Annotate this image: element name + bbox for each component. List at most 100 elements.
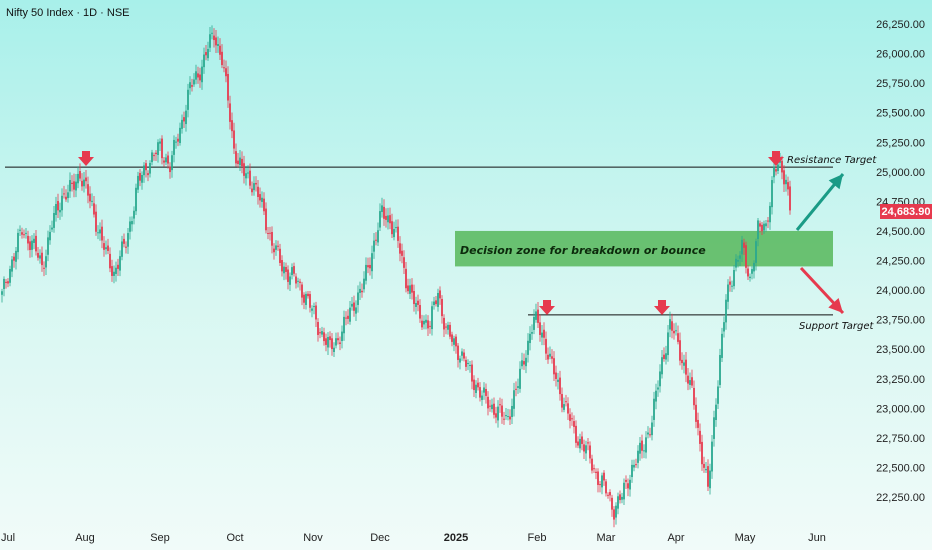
candle-body bbox=[49, 231, 51, 241]
candle-body bbox=[591, 458, 593, 471]
candle-body bbox=[85, 177, 87, 182]
candle-body bbox=[771, 180, 773, 208]
candle-body bbox=[523, 361, 525, 365]
x-tick-label: Jun bbox=[808, 532, 826, 544]
candle-body bbox=[91, 200, 93, 202]
candle-body bbox=[533, 316, 535, 330]
candle-body bbox=[407, 285, 409, 292]
candle-body bbox=[679, 340, 681, 361]
candle-body bbox=[1, 291, 3, 295]
candle-body bbox=[697, 419, 699, 428]
y-tick-label: 22,750.00 bbox=[876, 433, 925, 445]
y-tick-label: 22,500.00 bbox=[876, 462, 925, 474]
candle-body bbox=[775, 169, 777, 172]
candle-body bbox=[623, 482, 625, 500]
candle-body bbox=[363, 278, 365, 290]
candle-body bbox=[295, 276, 297, 284]
candle-body bbox=[379, 211, 381, 228]
candle-body bbox=[435, 300, 437, 305]
candle-body bbox=[175, 141, 177, 143]
candle-body bbox=[75, 181, 77, 191]
candle-body bbox=[557, 379, 559, 382]
y-tick-label: 23,250.00 bbox=[876, 374, 925, 386]
candle-body bbox=[529, 333, 531, 344]
candle-body bbox=[713, 417, 715, 439]
candle-body bbox=[487, 396, 489, 409]
candle-body bbox=[783, 170, 785, 185]
candle-body bbox=[55, 203, 57, 215]
candle-body bbox=[67, 192, 69, 199]
candle-body bbox=[663, 354, 665, 359]
x-tick-label: Dec bbox=[370, 532, 390, 544]
candle-body bbox=[777, 164, 779, 171]
candle-body bbox=[203, 54, 205, 68]
candle-body bbox=[305, 293, 307, 305]
candle-body bbox=[479, 387, 481, 398]
candle-body bbox=[353, 302, 355, 311]
candle-body bbox=[413, 291, 415, 305]
candle-body bbox=[495, 413, 497, 418]
candle-body bbox=[507, 416, 509, 418]
x-tick-label: Jul bbox=[1, 532, 15, 544]
candle-body bbox=[349, 307, 351, 322]
candle-body bbox=[31, 240, 33, 250]
candle-body bbox=[125, 246, 127, 248]
candle-body bbox=[131, 221, 133, 225]
candle-body bbox=[505, 415, 507, 417]
candle-body bbox=[689, 380, 691, 385]
candle-body bbox=[449, 324, 451, 337]
candle-body bbox=[741, 239, 743, 255]
candle-body bbox=[773, 166, 775, 178]
candle-body bbox=[279, 248, 281, 263]
candle-body bbox=[431, 306, 433, 330]
x-tick-label: Mar bbox=[597, 532, 616, 544]
candle-body bbox=[485, 388, 487, 396]
candle-body bbox=[739, 255, 741, 259]
candle-body bbox=[751, 269, 753, 274]
candle-body bbox=[177, 138, 179, 142]
candle-body bbox=[703, 463, 705, 468]
candle-body bbox=[481, 395, 483, 400]
candle-body bbox=[223, 67, 225, 69]
candle-body bbox=[251, 188, 253, 193]
resistance-touch-marker bbox=[78, 151, 94, 166]
y-tick-label: 26,000.00 bbox=[876, 49, 925, 61]
candle-body bbox=[151, 152, 153, 163]
candle-body bbox=[149, 162, 151, 174]
candle-body bbox=[43, 267, 45, 269]
candle-body bbox=[387, 215, 389, 223]
candle-body bbox=[561, 394, 563, 408]
candle-body bbox=[313, 306, 315, 308]
candle-body bbox=[545, 338, 547, 354]
candle-body bbox=[147, 173, 149, 176]
candle-body bbox=[199, 74, 201, 81]
candle-body bbox=[259, 194, 261, 201]
candle-body bbox=[245, 173, 247, 179]
candle-body bbox=[677, 333, 679, 342]
candle-body bbox=[303, 294, 305, 303]
candle-body bbox=[453, 338, 455, 345]
y-tick-label: 23,750.00 bbox=[876, 315, 925, 327]
candle-body bbox=[79, 171, 81, 179]
candle-body bbox=[283, 266, 285, 274]
candle-body bbox=[209, 34, 211, 48]
candle-body bbox=[117, 264, 119, 269]
candle-body bbox=[415, 303, 417, 307]
candle-body bbox=[11, 259, 13, 272]
candle-body bbox=[483, 387, 485, 393]
candle-body bbox=[21, 232, 23, 235]
candle-body bbox=[635, 464, 637, 466]
candle-body bbox=[785, 179, 787, 185]
candle-body bbox=[39, 255, 41, 259]
candle-body bbox=[719, 355, 721, 385]
candle-body bbox=[691, 377, 693, 386]
candle-body bbox=[189, 82, 191, 89]
candle-body bbox=[683, 362, 685, 366]
candle-body bbox=[715, 404, 717, 420]
candle-body bbox=[17, 232, 19, 253]
x-tick-label: May bbox=[735, 532, 756, 544]
candle-body bbox=[671, 321, 673, 331]
candle-body bbox=[405, 268, 407, 289]
candle-body bbox=[563, 404, 565, 410]
